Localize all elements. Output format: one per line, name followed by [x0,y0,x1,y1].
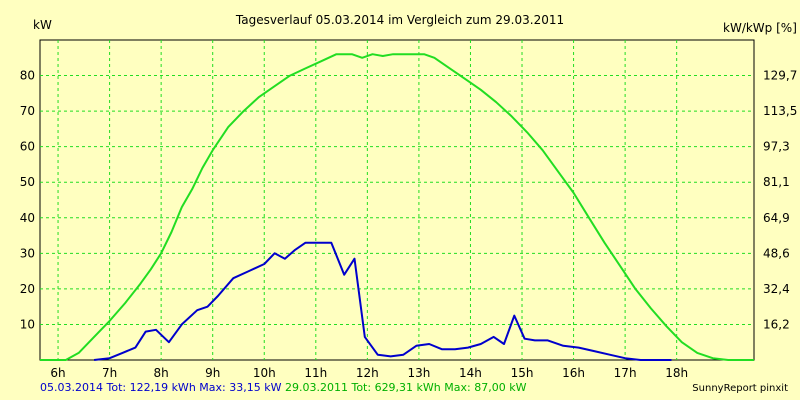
footer-summary: 05.03.2014 Tot: 122,19 kWh Max: 33,15 kW… [40,381,526,394]
plot-area [39,39,755,361]
y-ticks-right: 16,2 32,4 48,6 64,9 81,1 97,3 113,5 129,7 [763,69,797,332]
x-tick-label: 14h [459,366,482,380]
y-tick-label-left: 70 [20,104,35,118]
x-tick-label: 18h [665,366,688,380]
series-lines [40,53,754,361]
x-tick-label: 15h [511,366,534,380]
x-tick-label: 13h [407,366,430,380]
y-tick-label-left: 60 [20,140,35,154]
y-tick-label-right: 48,6 [763,246,790,260]
y-tick-label-right: 97,3 [763,140,790,154]
series-line-2014 [93,241,672,361]
y-tick-label-right: 32,4 [763,282,790,296]
credit: SunnyReport pinxit [692,383,788,394]
series2-label: 29.03.2011 [284,381,348,394]
y-tick-label-right: 113,5 [763,104,797,118]
x-tick-label: 7h [102,366,117,380]
y-tick-label-left: 10 [20,317,35,331]
y-tick-label-left: 40 [20,211,35,225]
y-tick-label-left: 50 [20,175,35,189]
y-axis-label-left: kW [33,18,52,32]
series-line-2011 [40,53,754,361]
series1-label: 05.03.2014 [40,381,103,394]
y-tick-label-right: 64,9 [763,211,790,225]
y-ticks-left: 10 20 30 40 50 60 70 80 [20,69,35,332]
series2-max: Max: 87,00 kW [444,381,527,394]
x-tick-label: 10h [253,366,276,380]
y-tick-label-left: 30 [20,246,35,260]
x-tick-label: 17h [614,366,637,380]
y-tick-label-left: 80 [20,69,35,83]
chart-title: Tagesverlauf 05.03.2014 im Vergleich zum… [235,13,564,27]
y-tick-label-right: 129,7 [763,69,797,83]
y-tick-label-left: 20 [20,282,35,296]
x-tick-label: 11h [304,366,327,380]
series1-total: Tot: 122,19 kWh [106,381,196,394]
y-tick-label-right: 81,1 [763,175,790,189]
series2-total: Tot: 629,31 kWh [351,381,441,394]
x-tick-label: 16h [562,366,585,380]
x-tick-label: 12h [356,366,379,380]
y-axis-label-right: kW/kWp [%] [723,21,797,35]
x-ticks: 6h 7h 8h 9h 10h 11h 12h 13h 14h 15h 16h 17h 18h [50,366,688,380]
x-tick-label: 8h [154,366,169,380]
x-tick-label: 6h [50,366,65,380]
x-tick-label: 9h [205,366,220,380]
series1-max: Max: 33,15 kW [199,381,282,394]
y-tick-label-right: 16,2 [763,317,790,331]
